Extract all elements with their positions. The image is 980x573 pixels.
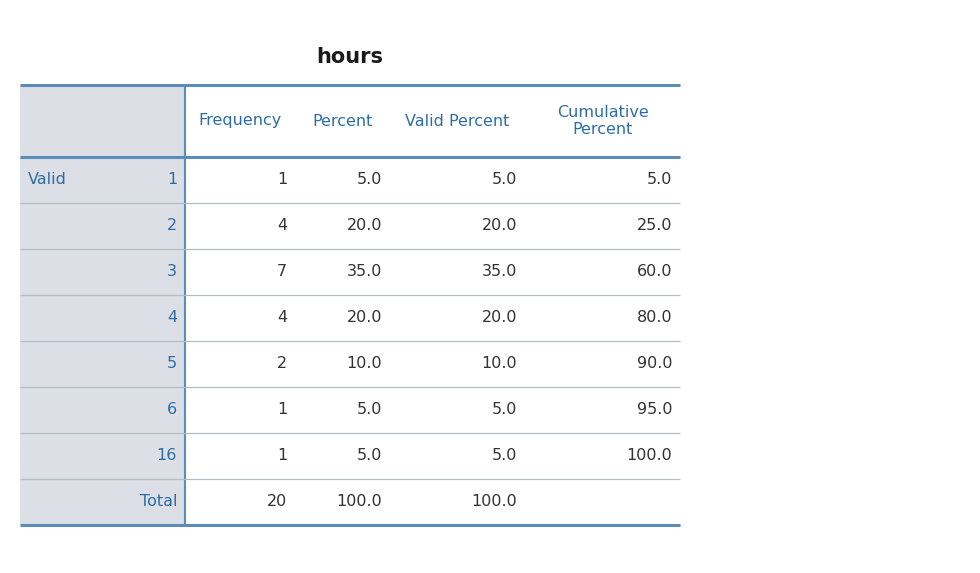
Text: 1: 1	[167, 172, 177, 187]
Text: 20.0: 20.0	[347, 218, 382, 234]
Text: Valid: Valid	[28, 172, 67, 187]
Text: 20.0: 20.0	[347, 311, 382, 325]
Text: 4: 4	[277, 311, 287, 325]
Text: 35.0: 35.0	[481, 265, 517, 280]
Text: 25.0: 25.0	[636, 218, 672, 234]
Text: 100.0: 100.0	[471, 494, 517, 509]
Text: 1: 1	[276, 402, 287, 418]
Bar	[20, 85, 185, 525]
Text: 5: 5	[167, 356, 177, 371]
Text: 100.0: 100.0	[336, 494, 382, 509]
Text: 5.0: 5.0	[492, 402, 517, 418]
Text: 1: 1	[276, 449, 287, 464]
Text: Valid Percent: Valid Percent	[406, 113, 510, 128]
Text: 5.0: 5.0	[357, 402, 382, 418]
Text: 100.0: 100.0	[626, 449, 672, 464]
Text: hours: hours	[317, 47, 383, 67]
Text: Cumulative
Percent: Cumulative Percent	[557, 105, 649, 137]
Text: 5.0: 5.0	[357, 449, 382, 464]
Text: 1: 1	[276, 172, 287, 187]
Text: 95.0: 95.0	[636, 402, 672, 418]
Text: 6: 6	[167, 402, 177, 418]
Text: 5.0: 5.0	[492, 449, 517, 464]
Text: 10.0: 10.0	[346, 356, 382, 371]
Text: 20.0: 20.0	[481, 311, 517, 325]
Text: 20: 20	[267, 494, 287, 509]
Text: 16: 16	[157, 449, 177, 464]
Text: 20.0: 20.0	[481, 218, 517, 234]
Text: 3: 3	[167, 265, 177, 280]
Text: 5.0: 5.0	[492, 172, 517, 187]
Bar	[185, 85, 680, 525]
Text: 5.0: 5.0	[357, 172, 382, 187]
Text: 10.0: 10.0	[481, 356, 517, 371]
Text: 7: 7	[277, 265, 287, 280]
Text: 35.0: 35.0	[347, 265, 382, 280]
Text: Percent: Percent	[313, 113, 372, 128]
Text: 2: 2	[167, 218, 177, 234]
Text: 2: 2	[277, 356, 287, 371]
Text: 4: 4	[277, 218, 287, 234]
Text: Total: Total	[139, 494, 177, 509]
Text: 80.0: 80.0	[636, 311, 672, 325]
Text: 90.0: 90.0	[636, 356, 672, 371]
Text: 4: 4	[167, 311, 177, 325]
Text: 60.0: 60.0	[636, 265, 672, 280]
Text: Frequency: Frequency	[198, 113, 281, 128]
Text: 5.0: 5.0	[647, 172, 672, 187]
